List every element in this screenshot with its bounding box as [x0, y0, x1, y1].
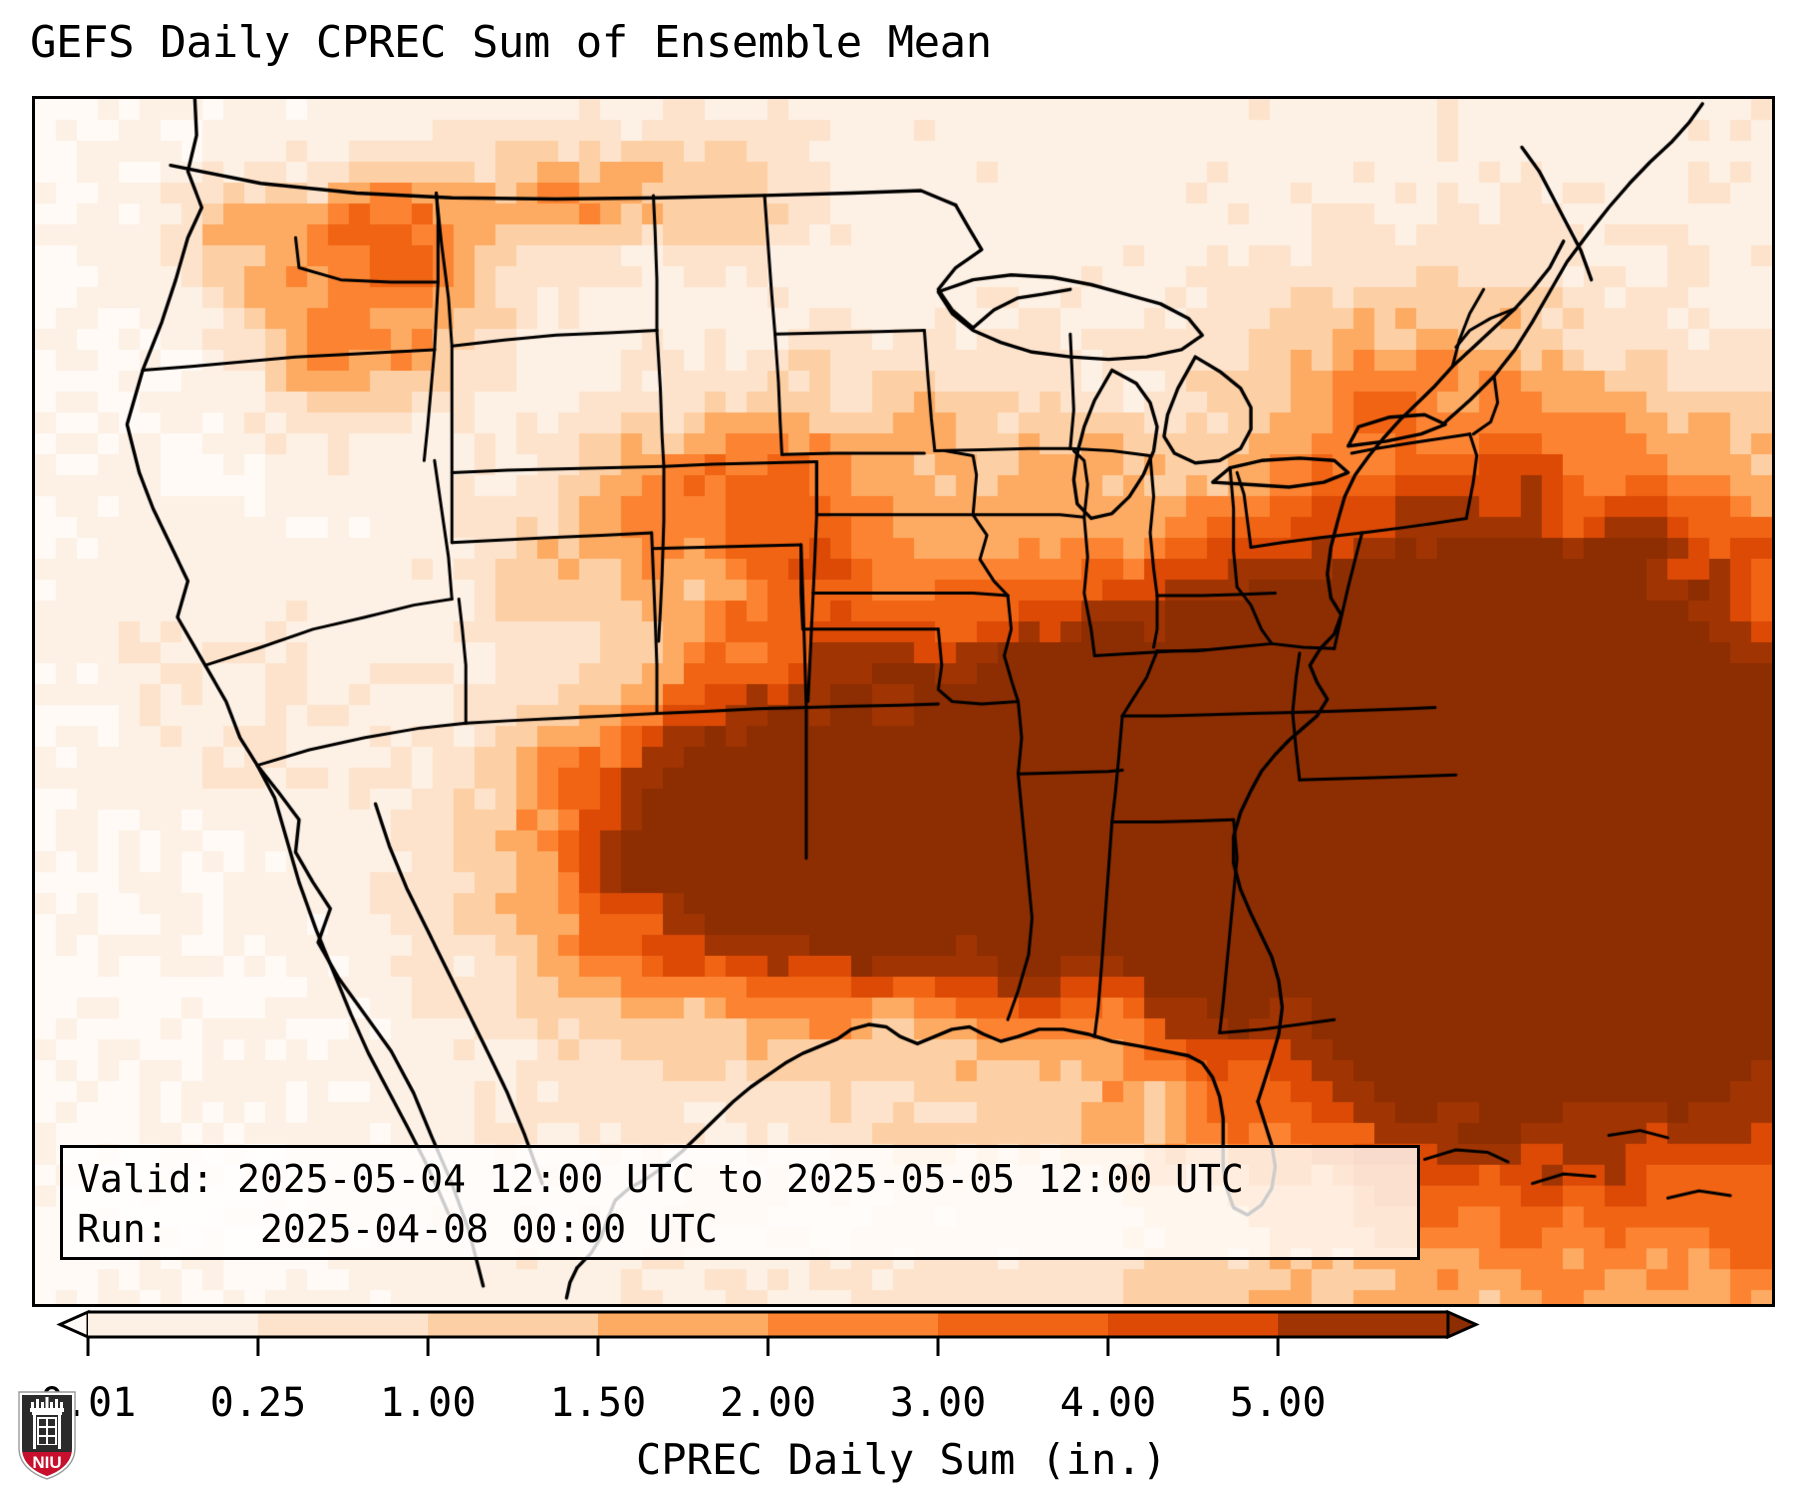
precipitation-heatmap[interactable] — [35, 99, 1772, 1304]
niu-logo: NIU — [18, 1391, 76, 1480]
colorbar-under-arrow — [56, 1309, 90, 1340]
logo-banner — [22, 1448, 72, 1476]
colorbar-band — [1278, 1312, 1449, 1337]
colorbar-tick-label: 1.00 — [379, 1380, 477, 1426]
colorbar-tick-label: 3.00 — [889, 1380, 987, 1426]
colorbar-band — [768, 1312, 939, 1337]
colorbar-band — [258, 1312, 429, 1337]
colorbar-tick-label: 5.00 — [1229, 1380, 1327, 1426]
colorbar-axis-label: CPREC Daily Sum (in.) — [635, 1435, 1167, 1484]
colorbar-svg[interactable] — [0, 1305, 1803, 1365]
valid-run-info-box: Valid: 2025-05-04 12:00 UTC to 2025-05-0… — [60, 1145, 1420, 1260]
map-panel[interactable] — [32, 96, 1775, 1307]
colorbar-tick-label: 0.25 — [209, 1380, 307, 1426]
logo-tower-windows — [39, 1419, 55, 1444]
colorbar[interactable] — [0, 1305, 1803, 1365]
colorbar-band — [598, 1312, 769, 1337]
colorbar-tick-label: 2.00 — [719, 1380, 817, 1426]
colorbar-band — [88, 1312, 259, 1337]
colorbar-band — [938, 1312, 1109, 1337]
run-time-line: Run: 2025-04-08 00:00 UTC — [77, 1207, 718, 1251]
colorbar-band — [1108, 1312, 1279, 1337]
colorbar-tick-label: 1.50 — [549, 1380, 647, 1426]
colorbar-over-arrow — [1446, 1309, 1480, 1340]
valid-time-line: Valid: 2025-05-04 12:00 UTC to 2025-05-0… — [77, 1157, 1244, 1201]
colorbar-tick-label: 4.00 — [1059, 1380, 1157, 1426]
colorbar-tick-labels: 0.01 0.25 1.00 1.50 2.00 3.00 4.00 5.00 — [0, 1378, 1803, 1434]
page-title: GEFS Daily CPREC Sum of Ensemble Mean — [30, 17, 992, 68]
logo-text: NIU — [32, 1453, 61, 1472]
colorbar-band — [428, 1312, 599, 1337]
